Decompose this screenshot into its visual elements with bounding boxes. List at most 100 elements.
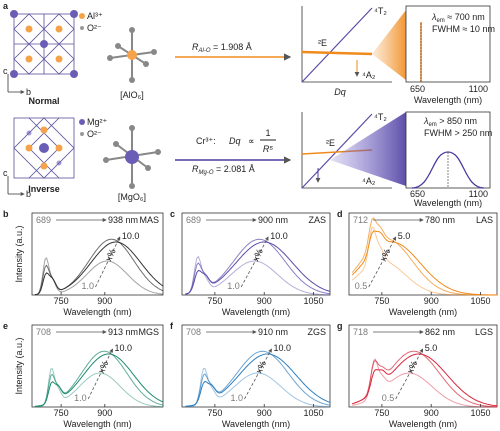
axis: c [3,168,8,178]
structure-name: Inverse [28,184,60,194]
high-label: 10.0 [270,231,288,241]
plot-frame [181,324,331,408]
tick-label: 900 [97,296,112,306]
tick-label: 750 [207,408,222,418]
formula: R⁵ [263,144,273,154]
tick-label: 900 [424,408,439,418]
sample-name: LGS [475,327,493,337]
x-axis-label: Wavelength (nm) [63,307,131,317]
spectrum-curve [34,353,164,407]
spectrum-curve [352,353,498,407]
low-label: 1.0 [74,393,87,403]
plot-frame [31,212,164,296]
high-label: 10.0 [122,231,140,241]
spectrum-curve [352,350,498,408]
tick-label: 900 [257,408,272,418]
tick-label: 1050 [304,408,324,418]
sample-name: LAS [476,215,493,225]
level: ²E [326,138,335,148]
low-label: 1.0 [230,393,243,403]
y-axis-label: Intensity (a.u.) [14,337,24,394]
start-label: 718 [353,327,368,337]
panel-a: a Al³⁺ O²⁻ c b Normal [AlO₆] RAl-O = 1.9… [3,1,495,208]
tick-label: 750 [54,408,69,418]
end-label: 910 nm [258,327,288,337]
x-label: x% [254,359,268,375]
trend-line [95,236,121,288]
low-label: 0.5 [382,393,395,403]
plot-frame [181,212,331,296]
tick-label: 650 [410,84,425,94]
legend: O²⁻ [87,23,102,33]
axis: b [26,189,31,199]
level: ⁴T₂ [374,6,387,16]
low-label: 1.0 [81,281,94,291]
high-label: 5.0 [398,231,411,241]
tick-label: 1050 [304,296,324,306]
tick-label: 750 [54,296,69,306]
tick-label: 900 [424,296,439,306]
tick-label: 1100 [469,189,488,199]
inset-label: λem ≈ 700 nm [431,12,485,24]
panel-label: a [3,1,9,11]
formula: 1 [265,128,270,138]
x-label: x% [103,247,117,263]
y-axis-label: Intensity (a.u.) [14,225,24,282]
spectrum-curve [185,238,331,295]
structure-name: Normal [28,96,59,106]
x-axis-label: Wavelength (nm) [222,419,290,429]
axis-label: Dq [334,87,346,97]
spectrum-curve [351,226,497,296]
x-axis-label: Wavelength (nm) [63,419,131,429]
level: ⁴A₂ [362,70,376,80]
legend: Mg²⁺ [87,117,107,127]
bond-length: RMg-O = 2.081 Å [192,164,255,176]
end-label: 913 nm [108,327,138,337]
start-label: 689 [186,215,201,225]
inverse-structure [13,117,75,179]
inset-label: FWHM ≈ 10 nm [432,24,495,34]
spectrum-curve [185,241,331,295]
inset-label: FWHM > 250 nm [424,128,492,138]
tick-label: 900 [257,296,272,306]
formula: Dq [229,136,241,146]
formula: Cr³⁺: [196,136,216,146]
low-label: 1.0 [227,281,240,291]
tick-label: 750 [374,296,389,306]
tick-label: 900 [97,408,112,418]
end-label: 780 nm [425,215,455,225]
trend-line [244,348,272,400]
high-label: 10.0 [274,343,292,353]
tick-label: 1050 [471,296,491,306]
x-label: x% [405,359,419,375]
x-axis-label: Wavelength (nm) [389,307,457,317]
spectrum-curve [351,230,497,296]
x-label: x% [96,359,110,375]
plot-frame [348,212,498,296]
plot-frame [348,324,498,408]
x-axis-label: Wavelength (nm) [222,307,290,317]
spectrum-curve [34,257,164,296]
axis: b [26,87,31,97]
tick-label: 650 [410,189,425,199]
end-label: 862 nm [425,327,455,337]
trend-line [368,236,397,288]
normal-structure [10,10,78,78]
start-label: 712 [353,215,368,225]
panel-label: d [337,209,343,219]
start-label: 708 [186,327,201,337]
panel-label: g [337,321,343,331]
plot-frame [31,324,164,408]
panel-label: c [170,209,175,219]
sample-name: ZAS [308,215,326,225]
panel-label: f [170,321,174,331]
legend: O²⁻ [87,129,102,139]
trend-line [240,236,269,288]
high-label: 10.0 [115,343,133,353]
sample-name: ZGS [307,327,326,337]
level: ⁴A₂ [362,176,376,186]
sample-name: MGS [138,327,159,337]
low-label: 0.5 [355,281,368,291]
spectrum-curve [185,350,331,407]
